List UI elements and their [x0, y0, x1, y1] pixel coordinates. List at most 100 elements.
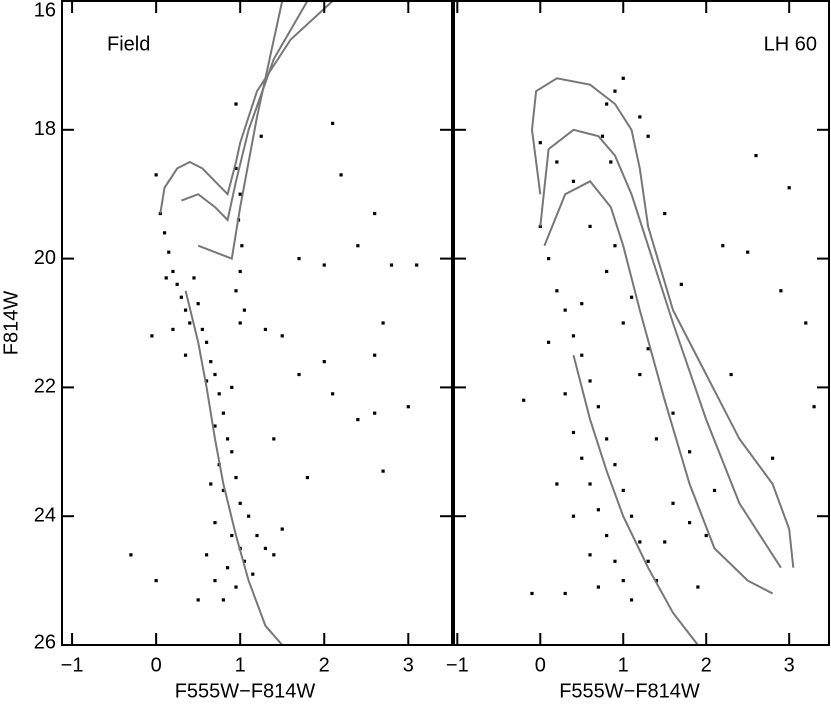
- star-point: [654, 579, 659, 583]
- star-point: [322, 263, 326, 267]
- star-point: [613, 463, 617, 467]
- star-point: [209, 482, 213, 486]
- star-point: [280, 334, 284, 338]
- star-point: [571, 179, 576, 183]
- star-point: [596, 405, 600, 409]
- x-tick-label: 3: [784, 654, 795, 676]
- star-point: [563, 392, 567, 396]
- star-point: [588, 379, 592, 383]
- frame: [61, 0, 453, 646]
- star-point: [255, 533, 259, 538]
- y-tick-label: 22: [34, 376, 56, 398]
- plot-area: [522, 76, 816, 645]
- star-point: [238, 501, 242, 505]
- star-point: [238, 269, 242, 274]
- star-point: [230, 385, 234, 389]
- star-point: [415, 263, 419, 267]
- star-point: [538, 224, 542, 228]
- x-tick-label: 3: [403, 654, 414, 676]
- star-point: [812, 405, 816, 409]
- star-point: [209, 360, 213, 364]
- x-tick-label: 2: [701, 654, 712, 676]
- x-tick-label: 1: [235, 654, 246, 676]
- star-point: [538, 141, 542, 145]
- x-tick-label: 1: [618, 654, 629, 676]
- star-point: [238, 321, 242, 325]
- isochrone: [543, 180, 774, 595]
- isochrone: [184, 290, 283, 645]
- star-point: [638, 115, 642, 119]
- star-point: [221, 598, 225, 602]
- star-point: [263, 546, 268, 550]
- star-point: [787, 186, 791, 190]
- isochrone: [530, 77, 795, 568]
- isochrone: [197, 1, 284, 260]
- star-point: [259, 134, 263, 138]
- star-point: [605, 269, 609, 274]
- star-point: [240, 244, 244, 248]
- star-point: [629, 598, 634, 602]
- star-point: [230, 450, 234, 454]
- star-point: [588, 553, 592, 557]
- y-axis-label: F814W: [0, 291, 22, 356]
- star-point: [234, 475, 238, 480]
- star-point: [183, 353, 188, 357]
- star-point: [213, 579, 217, 583]
- star-point: [605, 533, 609, 538]
- panel-label: LH 60: [764, 33, 817, 55]
- star-point: [373, 353, 377, 357]
- y-tick-label: 26: [34, 631, 56, 653]
- star-point: [563, 591, 567, 596]
- star-point: [646, 347, 650, 351]
- star-point: [580, 456, 584, 460]
- star-point: [688, 521, 692, 525]
- star-point: [571, 430, 576, 435]
- star-point: [588, 482, 592, 486]
- star-point: [746, 250, 750, 254]
- star-point: [621, 579, 625, 583]
- star-point: [546, 340, 551, 344]
- star-point: [217, 392, 221, 396]
- star-point: [356, 418, 360, 422]
- star-point: [571, 334, 576, 338]
- star-point: [555, 482, 559, 486]
- star-point: [225, 566, 230, 570]
- star-point: [322, 360, 326, 364]
- x-tick-label: −1: [446, 654, 469, 676]
- star-point: [546, 257, 551, 261]
- star-point: [688, 450, 692, 454]
- star-point: [129, 553, 133, 557]
- star-point: [154, 173, 158, 177]
- star-point: [613, 559, 617, 563]
- y-tick-label: 24: [34, 504, 56, 526]
- star-point: [770, 456, 775, 460]
- panel-label: Field: [107, 33, 150, 55]
- star-point: [621, 488, 625, 493]
- star-point: [356, 244, 360, 248]
- star-point: [234, 102, 238, 106]
- star-point: [596, 508, 600, 512]
- star-point: [381, 321, 385, 325]
- star-point: [246, 514, 251, 518]
- star-point: [671, 501, 675, 505]
- star-point: [167, 250, 171, 254]
- star-point: [188, 321, 192, 325]
- star-point: [221, 411, 225, 415]
- star-point: [230, 533, 234, 538]
- star-point: [629, 514, 634, 518]
- star-point: [272, 437, 276, 441]
- star-point: [646, 134, 650, 138]
- star-point: [646, 559, 650, 563]
- star-point: [213, 372, 217, 377]
- star-point: [234, 585, 238, 589]
- star-point: [663, 540, 667, 544]
- star-point: [221, 488, 225, 493]
- star-point: [200, 327, 204, 332]
- star-point: [242, 308, 246, 312]
- star-point: [605, 437, 609, 441]
- isochrone: [572, 354, 699, 645]
- star-point: [638, 540, 642, 544]
- star-point: [154, 579, 158, 583]
- star-point: [522, 398, 526, 402]
